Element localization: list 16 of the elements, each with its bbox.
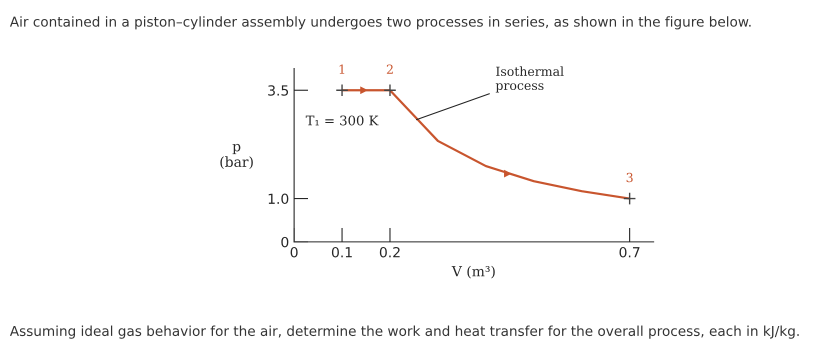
y-tick-label: 0 xyxy=(281,236,288,248)
x-tick-label: 0.2 xyxy=(380,246,400,258)
annotation: T₁ = 300 K xyxy=(306,115,379,126)
y-tick-label: 1.0 xyxy=(268,194,288,204)
chart-title: Air contained in a piston–cylinder assembly undergoes two processes in series, as shown in the figure below. xyxy=(10,16,751,30)
x-tick-label: 0.1 xyxy=(332,246,352,258)
x-tick-label: 0 xyxy=(290,246,298,258)
y-tick-label: 3.5 xyxy=(268,85,288,96)
y-axis-title: p (bar) xyxy=(220,144,253,169)
annotation: 3 xyxy=(626,172,633,182)
annotation: Isothermal process xyxy=(496,66,564,92)
annotation: 2 xyxy=(386,64,393,74)
x-axis-title: V (m³) xyxy=(452,266,495,278)
annotation: 1 xyxy=(340,64,344,74)
text: Assuming ideal gas behavior for the air, determine the work and heat transfer for the overall process, each in kJ/kg. xyxy=(10,326,799,339)
x-tick-label: 0.7 xyxy=(620,246,640,258)
